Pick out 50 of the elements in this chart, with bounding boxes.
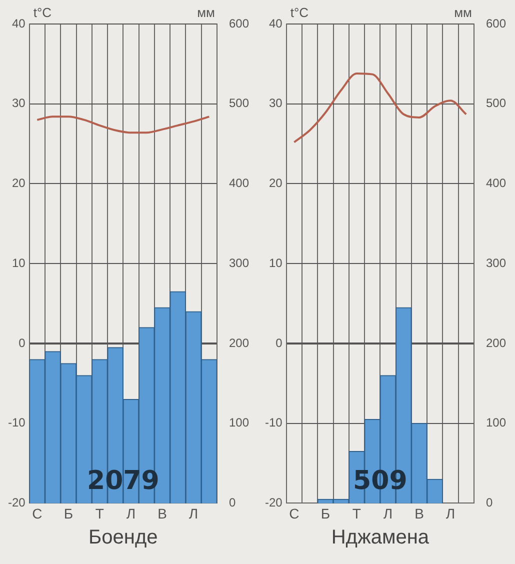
y-axis-title: t°C — [290, 5, 309, 20]
x-axis-title: Боенде — [88, 526, 158, 549]
x-tick-label: С — [32, 505, 42, 522]
x-tick-label: В — [158, 505, 167, 522]
x-tick-label: В — [414, 505, 424, 522]
y-tick-label: -10 — [8, 416, 26, 430]
y2-tick-label: 400 — [228, 176, 250, 190]
y-tick-label: 30 — [12, 96, 26, 110]
y2-tick-label: 500 — [486, 96, 506, 110]
y-tick-label: -10 — [265, 416, 283, 430]
y2-tick-label: 0 — [228, 496, 236, 510]
x-tick-label: Т — [95, 505, 104, 522]
y2-tick-label: 100 — [486, 416, 506, 430]
x-tick-label: Л — [383, 505, 393, 522]
y2-tick-label: 600 — [228, 16, 250, 30]
y-tick-label: 20 — [268, 176, 283, 190]
y2-tick-label: 300 — [486, 256, 506, 270]
y2-tick-label: 100 — [228, 416, 250, 430]
y-tick-label: -20 — [265, 496, 283, 510]
y2-tick-label: 400 — [486, 176, 506, 190]
y-tick-label: 10 — [268, 256, 283, 270]
y-tick-label: 20 — [12, 176, 26, 190]
line-series — [293, 72, 468, 144]
x-tick-label: Л — [126, 505, 136, 522]
y2-tick-label: 200 — [228, 336, 250, 350]
annotation: 2079 — [86, 466, 160, 496]
y2-tick-label: 500 — [228, 96, 250, 110]
y2-tick-label: 600 — [486, 16, 506, 30]
y-tick-label: 40 — [12, 16, 26, 30]
y2-tick-label: 0 — [486, 496, 493, 510]
x-tick-label: Т — [352, 505, 362, 522]
line-series — [36, 116, 210, 134]
y2-tick-label: 300 — [228, 256, 250, 270]
y2-tick-label: 200 — [486, 336, 506, 350]
y-axis-title: t°C — [33, 5, 52, 20]
x-axis-title: Нджамена — [331, 526, 430, 549]
y2-axis-title: мм — [454, 5, 472, 20]
y-tick-label: 0 — [276, 336, 283, 350]
y-tick-label: 10 — [12, 256, 26, 270]
x-tick-label: Б — [320, 505, 330, 522]
x-tick-label: С — [289, 505, 300, 522]
y2-axis-title: мм — [197, 5, 216, 20]
annotation: 509 — [353, 466, 408, 496]
y-tick-label: 40 — [268, 16, 283, 30]
x-tick-label: Л — [446, 505, 456, 522]
y-tick-label: 0 — [18, 336, 26, 350]
y-tick-label: 30 — [268, 96, 283, 110]
y-tick-label: -20 — [8, 496, 26, 510]
x-tick-label: Л — [188, 505, 198, 522]
x-tick-label: Б — [64, 505, 74, 522]
